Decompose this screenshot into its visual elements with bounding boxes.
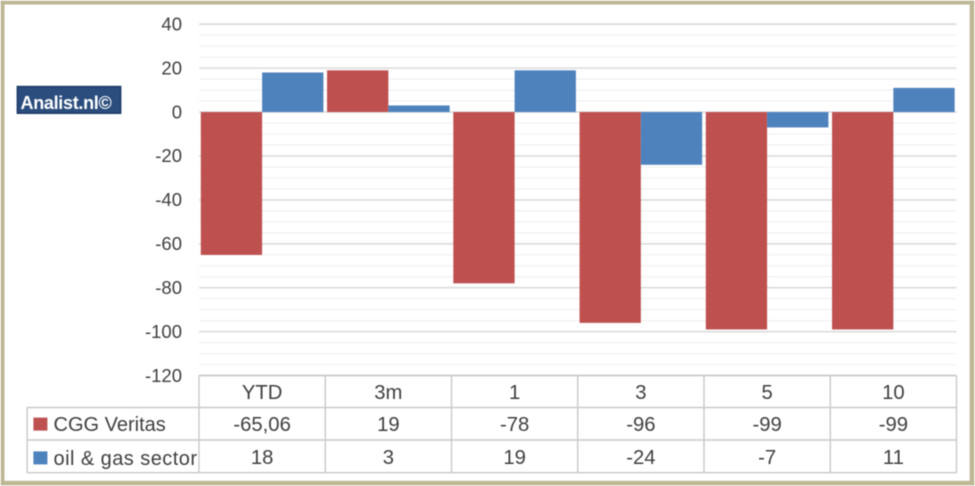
svg-text:19: 19	[377, 414, 400, 436]
svg-text:10: 10	[882, 382, 905, 404]
svg-text:-99: -99	[879, 414, 908, 436]
svg-text:Analist.nl©: Analist.nl©	[21, 93, 112, 113]
svg-text:-120: -120	[145, 365, 182, 386]
svg-text:-78: -78	[500, 414, 529, 436]
svg-text:20: 20	[161, 57, 182, 78]
svg-text:18: 18	[251, 447, 274, 469]
svg-text:19: 19	[503, 447, 526, 469]
svg-text:-60: -60	[155, 233, 182, 254]
svg-text:-65,06: -65,06	[233, 414, 291, 436]
svg-text:3m: 3m	[374, 382, 402, 404]
svg-text:5: 5	[761, 382, 772, 404]
svg-text:CGG Veritas: CGG Veritas	[54, 414, 166, 436]
svg-text:40: 40	[161, 13, 182, 34]
svg-text:3: 3	[383, 447, 394, 469]
svg-text:3: 3	[635, 382, 646, 404]
svg-text:1: 1	[509, 382, 520, 404]
svg-text:-80: -80	[155, 277, 182, 298]
svg-text:-96: -96	[626, 414, 655, 436]
svg-text:11: 11	[883, 447, 904, 469]
svg-text:-20: -20	[155, 145, 182, 166]
svg-text:YTD: YTD	[242, 382, 283, 404]
svg-text:-100: -100	[145, 321, 182, 342]
svg-text:-40: -40	[155, 189, 182, 210]
svg-text:-24: -24	[626, 447, 655, 469]
svg-text:-99: -99	[752, 414, 781, 436]
svg-text:-7: -7	[758, 447, 776, 469]
svg-text:oil & gas sector: oil & gas sector	[54, 448, 198, 470]
svg-text:0: 0	[172, 101, 182, 122]
